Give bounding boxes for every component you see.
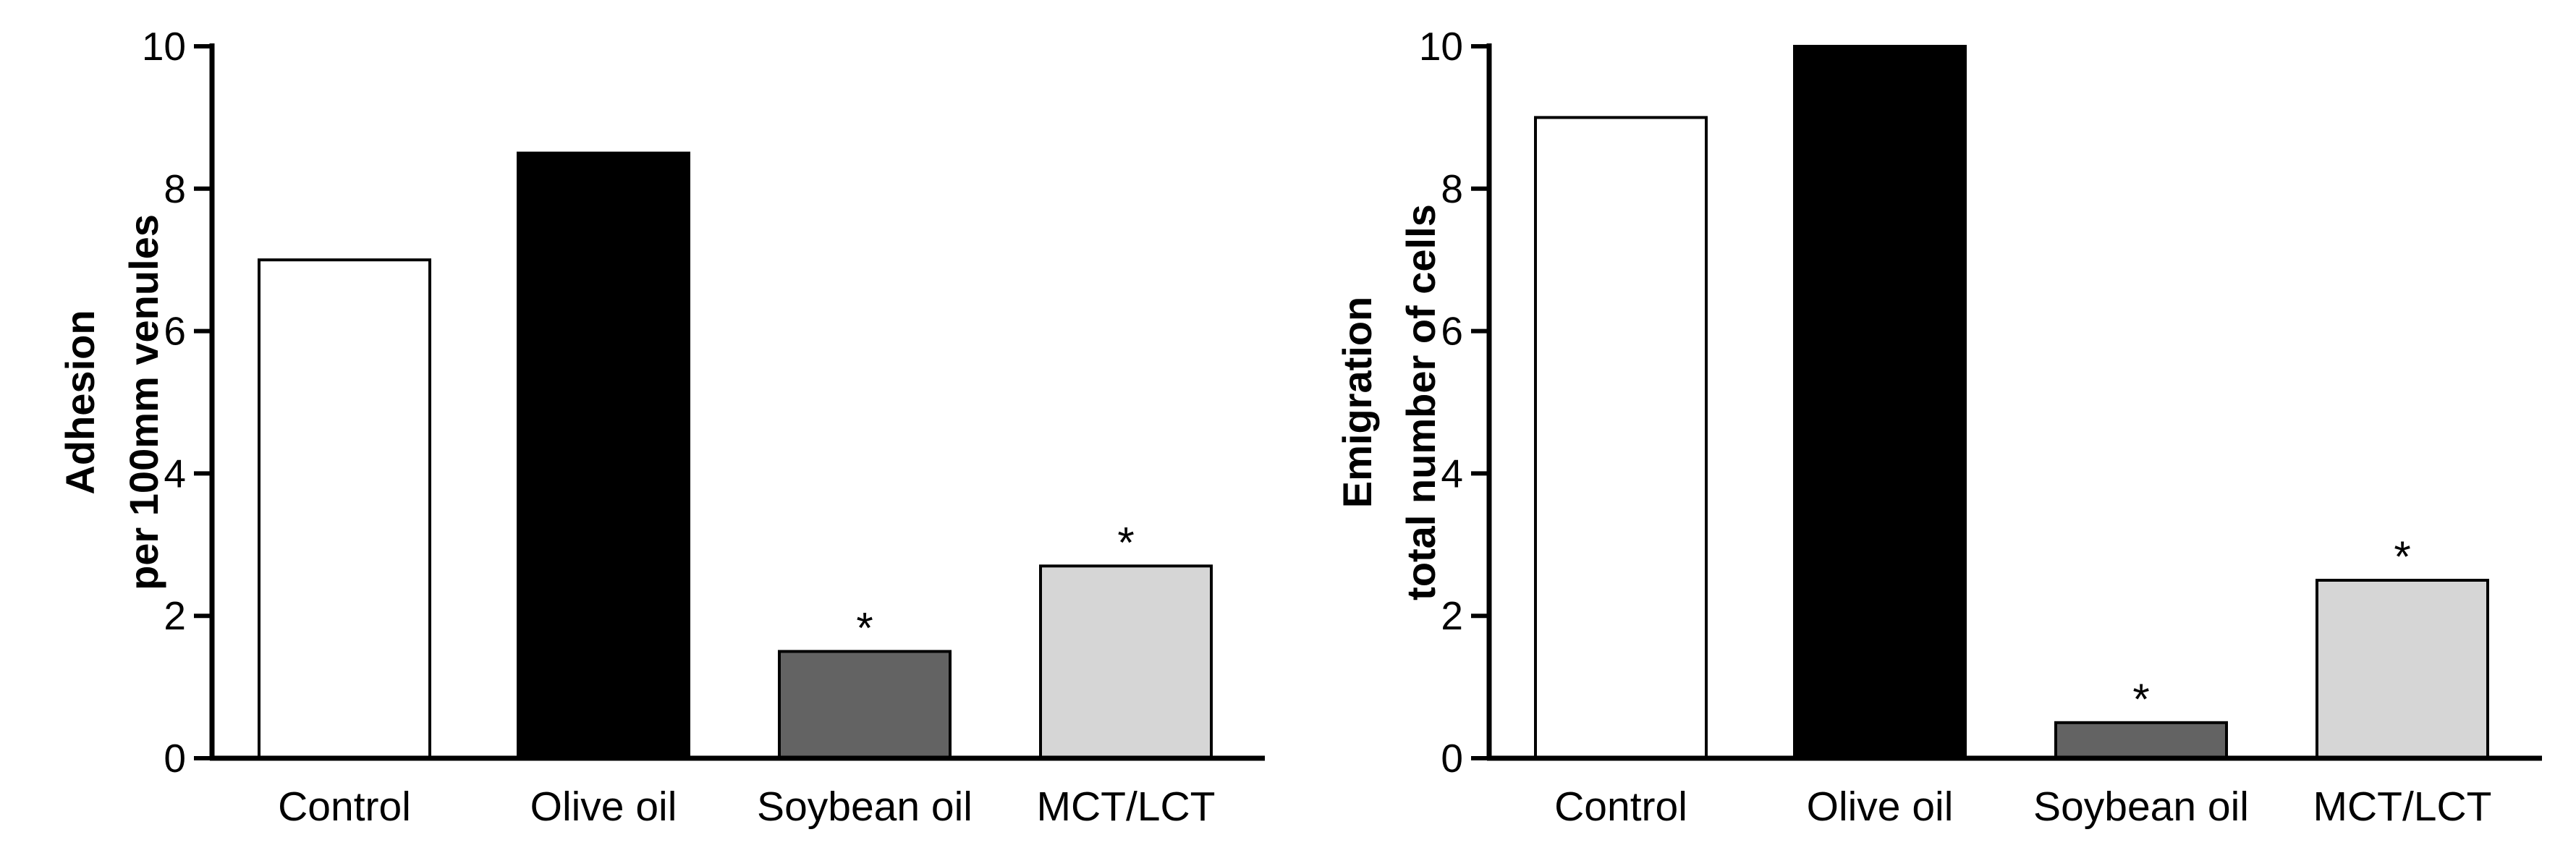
emigration-y-tick-label-1: 2 bbox=[1441, 593, 1463, 638]
emigration-y-tick-label-4: 8 bbox=[1441, 166, 1463, 211]
emigration-significance-mark-2: * bbox=[2132, 675, 2149, 723]
emigration-category-label-2: Soybean oil bbox=[2033, 784, 2249, 830]
adhesion-y-tick-label-0: 0 bbox=[164, 736, 186, 781]
adhesion-bar-0 bbox=[258, 258, 431, 760]
adhesion-category-label-0: Control bbox=[278, 784, 411, 830]
adhesion-bar-2 bbox=[778, 650, 952, 760]
adhesion-bar-1 bbox=[517, 151, 690, 760]
adhesion-category-label-1: Olive oil bbox=[530, 784, 677, 830]
emigration-y-axis-title-line-0: Emigration bbox=[1334, 297, 1380, 508]
adhesion-y-tick-label-1: 2 bbox=[164, 593, 186, 638]
emigration-category-label-0: Control bbox=[1554, 784, 1687, 830]
emigration-category-label-3: MCT/LCT bbox=[2313, 784, 2492, 830]
adhesion-bar-3 bbox=[1039, 564, 1213, 760]
emigration-bar-0 bbox=[1534, 116, 1708, 760]
emigration-y-tick-label-5: 10 bbox=[1419, 24, 1463, 69]
adhesion-significance-mark-2: * bbox=[856, 603, 873, 652]
emigration-bar-3 bbox=[2316, 579, 2489, 760]
emigration-bar-2 bbox=[2054, 721, 2228, 760]
adhesion-y-axis-title-line-1: per 100mm venules bbox=[121, 214, 166, 590]
adhesion-category-label-2: Soybean oil bbox=[757, 784, 973, 830]
adhesion-significance-mark-3: * bbox=[1117, 518, 1134, 566]
emigration-y-tick-label-3: 6 bbox=[1441, 309, 1463, 354]
adhesion-chart: * * 0 2 4 6 8 10 Control Olive oil Soybean oil MCT/… bbox=[57, 24, 1265, 830]
adhesion-y-axis-title-line-0: Adhesion bbox=[57, 310, 103, 494]
emigration-chart: * * 0 2 4 6 8 10 Control Olive oil Soybean oil MCT/… bbox=[1334, 24, 2542, 830]
adhesion-category-label-3: MCT/LCT bbox=[1037, 784, 1216, 830]
adhesion-y-tick-label-4: 8 bbox=[164, 166, 186, 211]
adhesion-y-tick-label-3: 6 bbox=[164, 309, 186, 354]
adhesion-y-tick-label-2: 4 bbox=[164, 451, 186, 496]
emigration-significance-mark-3: * bbox=[2394, 532, 2410, 581]
emigration-category-label-1: Olive oil bbox=[1807, 784, 1954, 830]
emigration-y-axis-title-line-1: total number of cells bbox=[1398, 204, 1444, 601]
adhesion-y-tick-label-5: 10 bbox=[142, 24, 186, 69]
emigration-y-tick-label-2: 4 bbox=[1441, 451, 1463, 496]
emigration-y-tick-label-0: 0 bbox=[1441, 736, 1463, 781]
emigration-bar-1 bbox=[1793, 45, 1967, 760]
